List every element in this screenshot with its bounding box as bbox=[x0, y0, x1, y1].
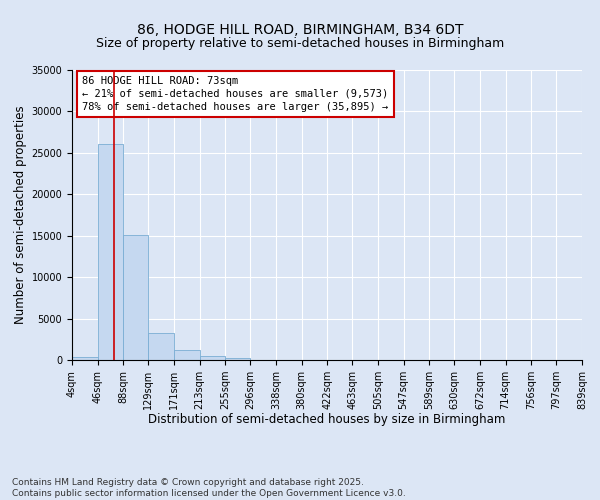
Bar bbox=[72, 357, 98, 360]
Bar bbox=[148, 332, 174, 360]
Y-axis label: Number of semi-detached properties: Number of semi-detached properties bbox=[14, 106, 27, 324]
Text: Contains HM Land Registry data © Crown copyright and database right 2025.
Contai: Contains HM Land Registry data © Crown c… bbox=[12, 478, 406, 498]
Bar bbox=[174, 350, 200, 360]
Bar bbox=[124, 235, 148, 360]
X-axis label: Distribution of semi-detached houses by size in Birmingham: Distribution of semi-detached houses by … bbox=[148, 414, 506, 426]
Bar bbox=[98, 144, 124, 360]
Bar bbox=[200, 356, 226, 360]
Bar bbox=[226, 358, 250, 360]
Text: Size of property relative to semi-detached houses in Birmingham: Size of property relative to semi-detach… bbox=[96, 38, 504, 51]
Text: 86 HODGE HILL ROAD: 73sqm
← 21% of semi-detached houses are smaller (9,573)
78% : 86 HODGE HILL ROAD: 73sqm ← 21% of semi-… bbox=[82, 76, 388, 112]
Text: 86, HODGE HILL ROAD, BIRMINGHAM, B34 6DT: 86, HODGE HILL ROAD, BIRMINGHAM, B34 6DT bbox=[137, 22, 463, 36]
